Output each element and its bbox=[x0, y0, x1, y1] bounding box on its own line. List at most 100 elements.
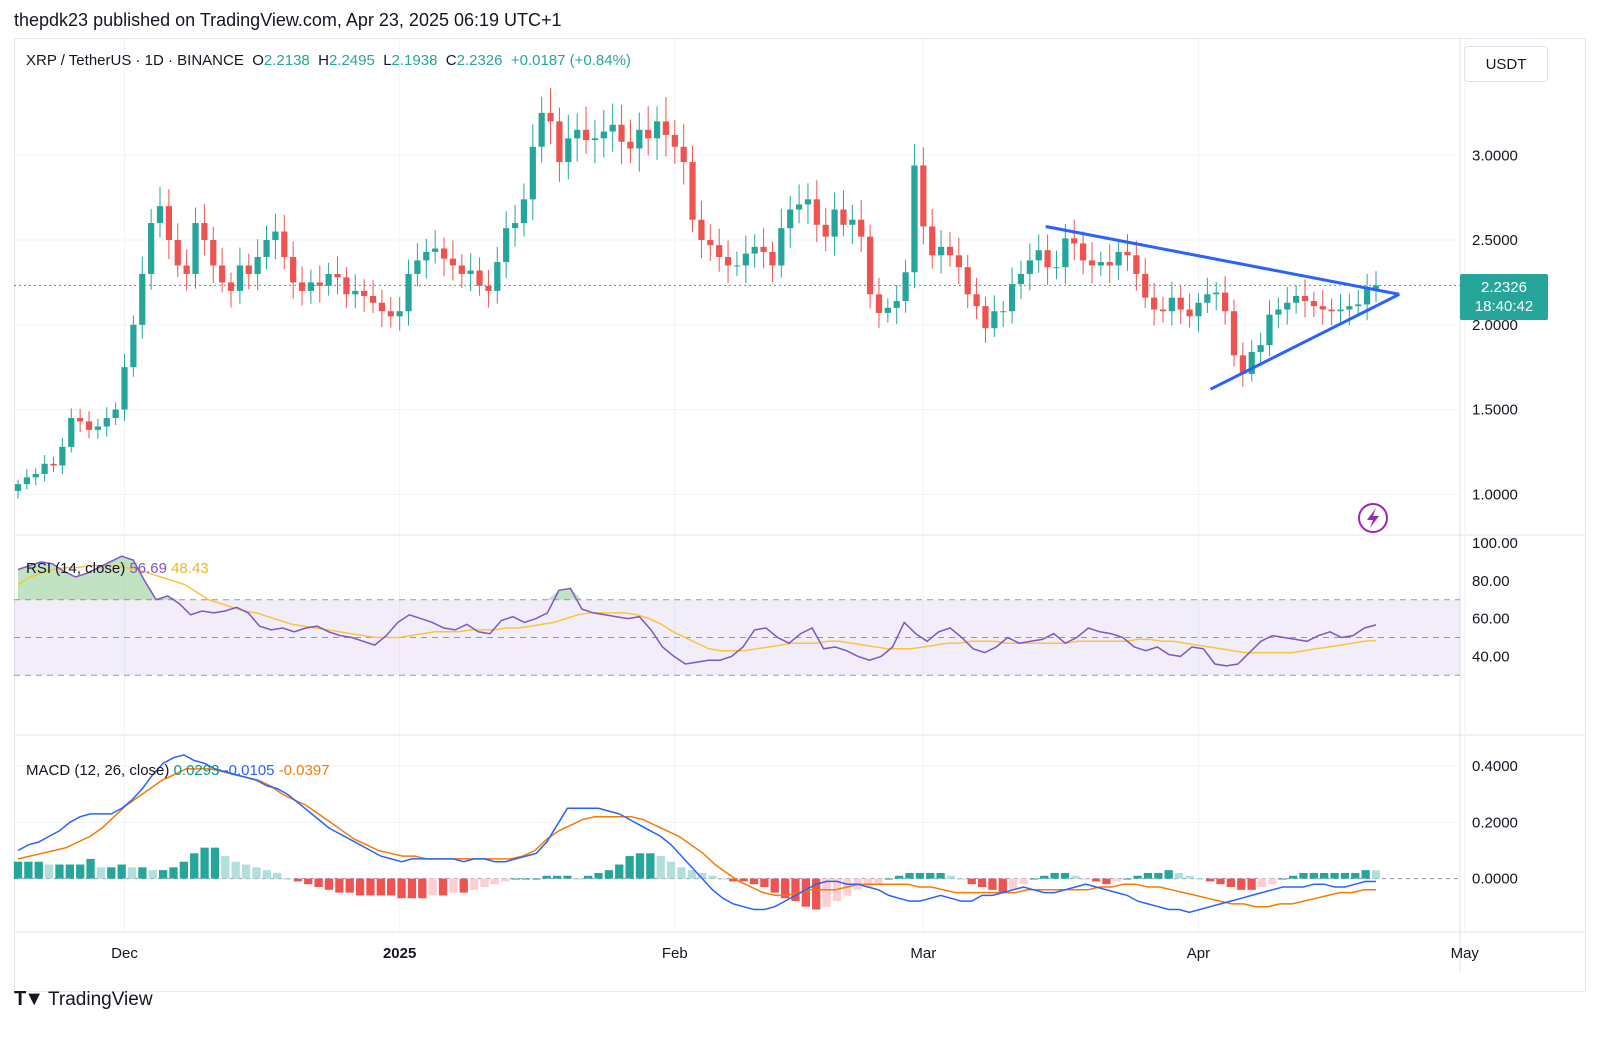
candle-body bbox=[1035, 250, 1042, 261]
candle bbox=[1372, 271, 1380, 303]
macd-histogram-bar bbox=[158, 870, 168, 879]
candle bbox=[307, 269, 315, 304]
macd-histogram-bar bbox=[490, 878, 500, 885]
candle-body bbox=[23, 477, 30, 485]
candle bbox=[1275, 297, 1282, 329]
macd-histogram-bar bbox=[210, 847, 220, 879]
macd-histogram-bar bbox=[698, 872, 707, 879]
macd-histogram-bar bbox=[584, 875, 593, 879]
candle bbox=[68, 408, 75, 453]
candle-body bbox=[529, 146, 536, 200]
macd-histogram-bar bbox=[1330, 872, 1339, 879]
candle-body bbox=[911, 165, 918, 273]
candle bbox=[1062, 223, 1069, 284]
candle bbox=[440, 237, 448, 277]
candle bbox=[511, 204, 519, 247]
candle bbox=[645, 106, 652, 156]
candle bbox=[432, 230, 439, 264]
rsi-legend[interactable]: RSI (14, close) 56.69 48.43 bbox=[26, 560, 209, 577]
macd-histogram-bar bbox=[894, 875, 904, 879]
price-tick-label: 1.5000 bbox=[1472, 402, 1518, 419]
macd-histogram-bar bbox=[1102, 878, 1111, 885]
change-value: +0.0187 (+0.84%) bbox=[510, 52, 631, 69]
candle bbox=[361, 279, 368, 312]
axes: 3.0000 2.5000 2.0000 1.5000 1.0000 Dec 2025 Feb… bbox=[111, 147, 1518, 962]
candle bbox=[1008, 267, 1016, 324]
candle bbox=[1133, 240, 1140, 291]
candle bbox=[707, 224, 714, 261]
currency-button[interactable]: USDT bbox=[1464, 46, 1548, 82]
candle bbox=[1168, 282, 1175, 326]
candle-body bbox=[1257, 345, 1264, 352]
macd-histogram-bar bbox=[501, 878, 510, 882]
macd-histogram-bar bbox=[1071, 875, 1080, 879]
candle bbox=[840, 190, 847, 237]
candle-body bbox=[396, 311, 403, 317]
candle bbox=[85, 411, 93, 439]
candle bbox=[1284, 287, 1291, 325]
rsi-series bbox=[17, 555, 1377, 667]
candle bbox=[964, 254, 971, 309]
candle-body bbox=[112, 409, 119, 419]
candle bbox=[236, 247, 244, 304]
candle bbox=[680, 123, 687, 185]
candle-body bbox=[476, 270, 483, 286]
rsi-label: RSI (14, close) bbox=[26, 560, 126, 577]
candle bbox=[1142, 258, 1149, 309]
candle-body bbox=[414, 260, 421, 274]
macd-histogram-bar bbox=[314, 878, 323, 888]
candle bbox=[1079, 231, 1087, 275]
candle-body bbox=[432, 248, 439, 252]
candle-body bbox=[316, 282, 323, 286]
macd-histogram-bar bbox=[148, 870, 157, 879]
candle bbox=[716, 228, 723, 272]
footer-brand[interactable]: T▼ TradingView bbox=[14, 988, 153, 1011]
candle bbox=[902, 259, 909, 313]
candle bbox=[937, 230, 945, 274]
candle-body bbox=[1133, 255, 1140, 274]
candle bbox=[77, 408, 84, 433]
candle-body bbox=[858, 219, 865, 237]
candle-body bbox=[503, 228, 510, 263]
macd-tick-label: 0.0000 bbox=[1472, 871, 1518, 888]
time-tick-label: Mar bbox=[910, 945, 936, 962]
candle bbox=[556, 107, 563, 182]
candle bbox=[352, 274, 359, 309]
brand-name: TradingView bbox=[48, 988, 153, 1010]
macd-histogram-bar bbox=[677, 867, 686, 879]
macd-histogram-bar bbox=[190, 853, 199, 879]
candle-body bbox=[1159, 309, 1167, 312]
macd-histogram-bar bbox=[387, 878, 396, 896]
candle-body bbox=[352, 290, 359, 295]
lightning-icon[interactable] bbox=[1358, 503, 1388, 533]
macd-histogram-bar bbox=[1278, 878, 1287, 880]
macd-histogram-bar bbox=[273, 872, 282, 879]
chart-frame bbox=[14, 38, 1586, 992]
symbol-label[interactable]: XRP / TetherUS · 1D · BINANCE bbox=[26, 52, 244, 69]
macd-histogram-bar bbox=[1019, 878, 1028, 885]
candle-body bbox=[813, 199, 820, 225]
candle bbox=[795, 184, 803, 224]
candle-body bbox=[1168, 297, 1175, 312]
macd-histogram-bar bbox=[1226, 878, 1236, 888]
candle-body bbox=[32, 473, 39, 478]
candle bbox=[94, 418, 101, 439]
price-tick-label: 2.5000 bbox=[1472, 232, 1518, 249]
candle bbox=[609, 103, 616, 152]
candle-body bbox=[787, 209, 794, 229]
macd-histogram-bar bbox=[905, 872, 914, 879]
candle bbox=[316, 265, 323, 303]
candle bbox=[1097, 251, 1104, 276]
candle-body bbox=[724, 256, 732, 266]
candle bbox=[272, 213, 279, 260]
macd-legend[interactable]: MACD (12, 26, close) 0.0293 -0.0105 -0.0… bbox=[26, 762, 330, 779]
macd-histogram-bar bbox=[366, 878, 375, 896]
candle bbox=[1115, 239, 1122, 280]
candle-body bbox=[1008, 284, 1016, 312]
macd-histogram-bar bbox=[687, 870, 696, 879]
candle-body bbox=[219, 265, 226, 283]
candle bbox=[831, 192, 838, 256]
candle bbox=[1053, 250, 1060, 280]
candle-body bbox=[822, 224, 829, 237]
